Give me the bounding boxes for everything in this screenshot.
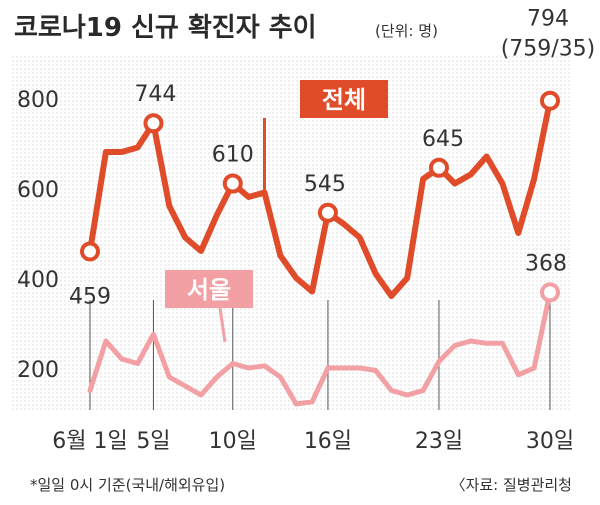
x-axis: 6월 1일 5일 10일 16일 23일 30일 <box>52 300 574 454</box>
y-axis: 200 400 600 800 <box>17 88 59 383</box>
data-label-0-3: 545 <box>304 172 346 197</box>
x-tick-label-1: 5일 <box>136 429 170 454</box>
series-layer <box>80 90 560 407</box>
x-tick-label-5: 30일 <box>526 429 574 454</box>
series-label-bg-1 <box>165 270 253 308</box>
y-tick-label-0: 200 <box>17 358 59 383</box>
y-tick-label-1: 400 <box>17 268 59 293</box>
series-label-0: 전체 <box>322 86 366 114</box>
x-tick-label-0: 6월 1일 <box>52 429 127 454</box>
data-label-0-5-line-1: (759/35) <box>501 37 596 62</box>
series-label-connector-1 <box>218 307 227 343</box>
x-tick-label-4: 23일 <box>415 429 463 454</box>
data-label-1-0: 368 <box>525 251 567 276</box>
series-0-point-1 <box>143 113 164 134</box>
data-label-0-0: 459 <box>69 284 111 309</box>
x-tick-label-2: 10일 <box>209 429 257 454</box>
series-line-1 <box>87 289 553 407</box>
chart-title: 코로나19 신규 확진자 추이 <box>14 13 317 43</box>
unit-note: (단위: 명) <box>375 22 438 40</box>
series-line-0 <box>87 97 553 299</box>
data-label-0-4: 645 <box>422 127 464 152</box>
series-label-bg-0 <box>300 80 388 118</box>
series-0-point-2 <box>222 173 243 194</box>
data-label-0-5-line-0: 794 <box>527 7 569 32</box>
series-0-point-4 <box>428 157 449 178</box>
series-0-point-5 <box>540 90 560 111</box>
series-0-point-3 <box>317 202 338 223</box>
y-tick-label-3: 800 <box>17 88 59 113</box>
source-note: 〈자료: 질병관리청 <box>451 476 572 494</box>
series-label-1: 서울 <box>187 276 231 304</box>
footnote: *일일 0시 기준(국내/해외유입) <box>30 476 225 494</box>
data-label-0-2: 610 <box>212 143 254 168</box>
series-1-point-0 <box>540 282 560 303</box>
series-0-point-0 <box>80 241 100 262</box>
data-label-0-1: 744 <box>134 82 176 107</box>
y-tick-label-2: 600 <box>17 178 59 203</box>
x-tick-label-3: 16일 <box>304 429 352 454</box>
